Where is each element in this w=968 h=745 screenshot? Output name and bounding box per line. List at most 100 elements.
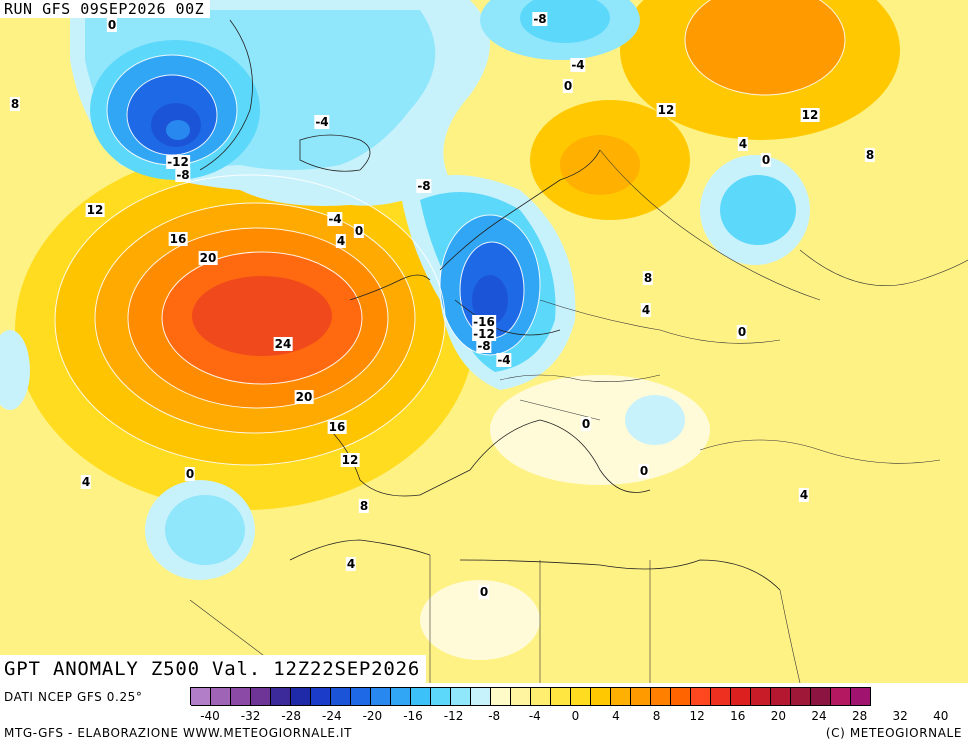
colorbar-tick-label: -20 (362, 709, 383, 723)
borders (189, 149, 968, 683)
contour-label: 0 (638, 464, 650, 478)
colorbar-swatch (571, 687, 591, 706)
colorbar-swatch (451, 687, 471, 706)
colorbar-swatch (751, 687, 771, 706)
colorbar-tick-label: 40 (933, 709, 949, 723)
contour-label: -8 (416, 179, 432, 193)
contour-label: 0 (106, 18, 118, 32)
colorbar-tick-label: 32 (892, 709, 908, 723)
contour-label: 12 (656, 103, 676, 117)
colorbar-swatch (711, 687, 731, 706)
contour-label: 0 (580, 417, 592, 431)
run-label: RUN GFS 09SEP2026 00Z (0, 0, 211, 18)
contour-label: 8 (358, 499, 370, 513)
colorbar-tick-label: 4 (612, 709, 620, 723)
contour-label: -4 (496, 353, 512, 367)
balkan-slight-anomaly (0, 330, 710, 660)
data-source-text: DATI NCEP GFS 0.25° (4, 690, 143, 704)
contour-label: 4 (345, 557, 357, 571)
colorbar-swatch (211, 687, 231, 706)
contour-label: 0 (736, 325, 748, 339)
contour-label: 12 (800, 108, 820, 122)
colorbar-swatch (231, 687, 251, 706)
colorbar-swatch (311, 687, 331, 706)
contour-label: 8 (642, 271, 654, 285)
colorbar-swatch (391, 687, 411, 706)
contour-label: 12 (85, 203, 105, 217)
colorbar-swatch (251, 687, 271, 706)
colorbar-swatch (691, 687, 711, 706)
contour-label: 0 (184, 467, 196, 481)
colorbar-tick-label: 20 (770, 709, 787, 723)
colorbar-swatch (471, 687, 491, 706)
barents-trough-anomaly (480, 0, 640, 60)
contour-label: -8 (532, 12, 548, 26)
contour-label: -16 (472, 315, 496, 329)
colorbar-swatch (511, 687, 531, 706)
colorbar-tick-label: -28 (281, 709, 301, 723)
colorbar-swatch (491, 687, 511, 706)
contour-label: 20 (294, 390, 314, 404)
greenland-trough-anomaly (70, 0, 490, 206)
contour-label: 20 (198, 251, 218, 265)
colorbar-tick-label: -32 (240, 709, 261, 723)
colorbar-swatch (551, 687, 571, 706)
contour-label: -8 (175, 168, 191, 182)
contour-label: 8 (864, 148, 876, 162)
colorbar-tick-label: -4 (528, 709, 541, 723)
colorbar-swatch (191, 687, 211, 706)
colorbar-swatch (611, 687, 631, 706)
colorbar-swatch (331, 687, 351, 706)
contour-label: 0 (353, 224, 365, 238)
colorbar-swatch (591, 687, 611, 706)
colorbar-tick-label: -40 (200, 709, 220, 723)
colorbar-swatch (851, 687, 871, 706)
colorbar-swatch (411, 687, 431, 706)
contour-label: 8 (9, 97, 21, 111)
colorbar-tick-label: 28 (851, 709, 868, 723)
colorbar-swatch (811, 687, 831, 706)
colorbar-swatch (291, 687, 311, 706)
contour-label: 12 (340, 453, 360, 467)
credits-text: MTG-GFS - ELABORAZIONE WWW.METEOGIORNALE… (4, 726, 353, 740)
colorbar-tick-label: 8 (652, 709, 661, 723)
contour-label: 4 (335, 234, 347, 248)
russia-ridge-anomaly (530, 0, 900, 220)
contour-label: -4 (314, 115, 330, 129)
colorbar-swatch (371, 687, 391, 706)
map-title: GPT ANOMALY Z500 Val. 12Z22SEP2026 (0, 655, 427, 683)
colorbar-swatch (351, 687, 371, 706)
colorbar-tick-label: -8 (488, 709, 501, 723)
colorbar-tick-label: -12 (443, 709, 464, 723)
colorbar-swatch (271, 687, 291, 706)
colorbar-swatch (771, 687, 791, 706)
colorbar-swatch (731, 687, 751, 706)
contour-lines (54, 0, 846, 466)
colorbar-swatch (651, 687, 671, 706)
colorbar-swatch (791, 687, 811, 706)
contour-label: 4 (80, 475, 92, 489)
colorbar-swatch (531, 687, 551, 706)
contour-label: -12 (472, 327, 496, 341)
colorbar-tick-label: -16 (403, 709, 423, 723)
colorbar-swatch (831, 687, 851, 706)
contour-label: -12 (166, 155, 190, 169)
contour-label: 0 (760, 153, 772, 167)
colorbar-legend (190, 687, 871, 706)
russia-trough-anomaly (700, 155, 810, 265)
colorbar-tick-label: 16 (730, 709, 746, 723)
colorbar-tick-label: 12 (689, 709, 705, 723)
contour-label: 16 (327, 420, 347, 434)
contour-label: 16 (168, 232, 188, 246)
contour-label: -4 (570, 58, 586, 72)
colorbar-swatch (431, 687, 451, 706)
contour-label: -8 (476, 339, 492, 353)
colorbar-swatch (631, 687, 651, 706)
contour-label: 4 (798, 488, 810, 502)
contour-label: 4 (737, 137, 749, 151)
contour-label: 24 (273, 337, 293, 351)
colorbar-swatch (671, 687, 691, 706)
contour-label: -4 (327, 212, 343, 226)
copyright-text: (C) METEOGIORNALE (825, 726, 962, 740)
